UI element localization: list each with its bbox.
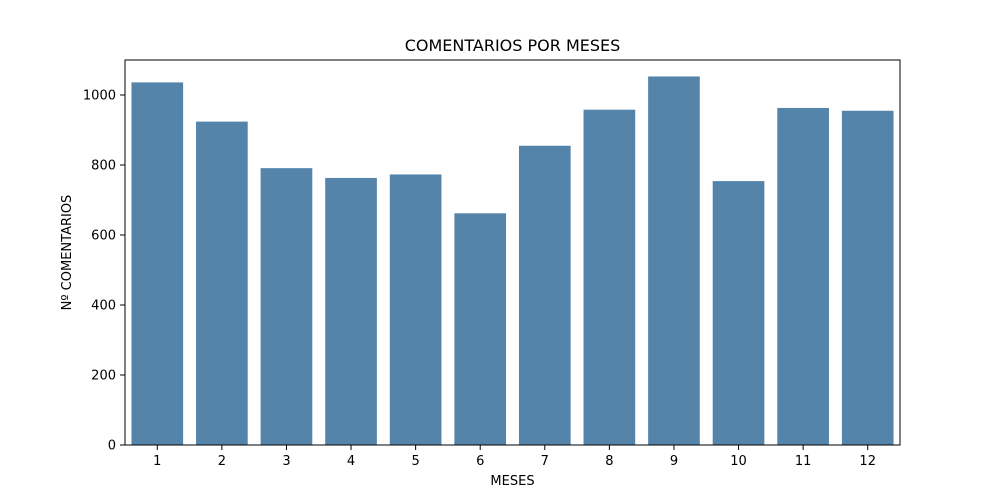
x-tick-label: 8 (605, 454, 613, 469)
bar-month-4 (325, 177, 377, 445)
x-tick-label: 2 (218, 454, 226, 469)
x-axis-ticks: 1 2 3 4 5 6 7 8 9 10 11 12 (153, 445, 876, 469)
x-axis-label: MESES (490, 474, 534, 489)
y-tick-label: 800 (91, 159, 116, 174)
y-tick-label: 1000 (83, 89, 116, 104)
bar-month-11 (777, 107, 829, 445)
y-axis-ticks: 0 200 400 600 800 1000 (83, 89, 125, 454)
x-tick-label: 3 (282, 454, 290, 469)
x-tick-label: 4 (347, 454, 355, 469)
bar-month-12 (841, 110, 894, 445)
chart-title: COMENTARIOS POR MESES (405, 36, 621, 55)
bar-month-6 (454, 213, 507, 445)
y-tick-label: 400 (91, 299, 116, 314)
x-tick-label: 6 (476, 454, 484, 469)
bar-month-5 (389, 174, 442, 445)
bar-month-7 (518, 145, 571, 445)
x-tick-label: 7 (541, 454, 549, 469)
y-tick-label: 200 (91, 369, 116, 384)
y-tick-label: 600 (91, 229, 116, 244)
plot-area-frame (124, 59, 901, 446)
x-tick-label: 10 (730, 454, 747, 469)
bar-month-10 (712, 181, 765, 445)
x-tick-label: 9 (670, 454, 678, 469)
x-tick-label: 5 (411, 454, 419, 469)
bars-group (131, 76, 894, 446)
bar-month-9 (648, 76, 700, 445)
x-tick-label: 12 (859, 454, 876, 469)
y-axis-label: Nº COMENTARIOS (60, 195, 75, 311)
x-tick-label: 1 (153, 454, 161, 469)
y-tick-label: 0 (108, 439, 116, 454)
bar-month-2 (196, 121, 248, 445)
x-tick-label: 11 (795, 454, 812, 469)
bar-month-8 (583, 109, 636, 445)
bar-month-1 (131, 82, 184, 446)
bar-month-3 (260, 168, 313, 445)
